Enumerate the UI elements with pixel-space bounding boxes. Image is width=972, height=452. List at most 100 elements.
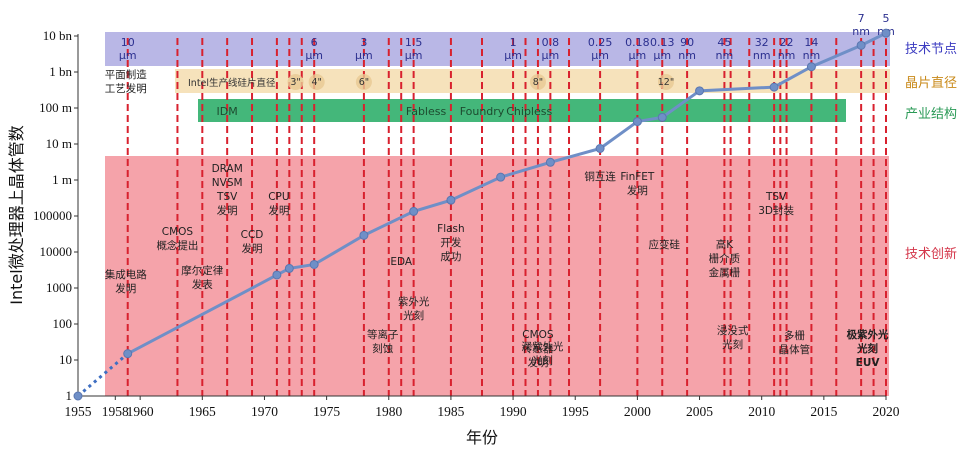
- wafer-size-3: 8": [533, 77, 543, 88]
- innovation-year-lines: [126, 38, 887, 396]
- y-tick-label-8: 100 m: [39, 100, 72, 115]
- tech-node-1-line-1: μm: [305, 49, 323, 62]
- innovation-11-line-0: CMOS: [522, 329, 554, 341]
- tech-node-5-line-1: μm: [542, 49, 560, 62]
- series-point-16: [856, 40, 866, 50]
- innovation-4-line-2: TSV: [216, 191, 238, 203]
- y-tick-labels: 1 10 100 1000 10000 100000 1 m 10 m 100 m 1 bn 10 …: [33, 28, 78, 403]
- series-point-13: [695, 86, 705, 96]
- x-tick-label-0: 1955: [65, 404, 92, 419]
- category-label-wafer: 晶片直径: [905, 76, 957, 91]
- series-point-14: [769, 82, 779, 92]
- wafer-size-1: 4": [311, 77, 321, 88]
- tech-node-2-line-1: μm: [355, 49, 373, 62]
- innovation-17-line-1: 光刻: [722, 338, 743, 351]
- tech-node-15-line-0: 5: [883, 12, 890, 25]
- tech-node-band: [105, 32, 890, 66]
- tech-node-7-line-0: 0.18: [625, 36, 650, 49]
- innovation-4-line-1: NVSM: [212, 177, 243, 189]
- y-tick-label-7: 10 m: [46, 136, 72, 151]
- tech-node-3-line-0: 1.5: [405, 36, 423, 49]
- y-tick-label-4: 10000: [40, 244, 73, 259]
- tech-node-10-line-1: nm: [716, 49, 734, 62]
- y-tick-label-1: 10: [59, 352, 72, 367]
- series-point-15: [806, 62, 816, 72]
- innovation-9-line-0: 紫外光: [398, 295, 430, 308]
- innovation-18-line-0: TSV: [765, 191, 787, 203]
- x-tick-label-3: 1965: [189, 404, 216, 419]
- innovation-17-line-0: 浸没式: [717, 324, 749, 337]
- innovation-8-line-0: EDA: [390, 256, 413, 268]
- series-point-3: [284, 263, 294, 273]
- innovation-20-line-0: 极紫外光: [847, 328, 889, 341]
- tech-node-8-line-1: μm: [653, 49, 671, 62]
- y-tick-label-6: 1 m: [52, 172, 72, 187]
- innovation-2-line-0: CMOS: [162, 226, 194, 238]
- innovation-0-line-0: 平面制造: [105, 68, 147, 81]
- innovation-3-line-1: 发表: [192, 278, 213, 291]
- tech-node-0-line-1: μm: [119, 49, 137, 62]
- x-tick-label-11: 2005: [686, 404, 713, 419]
- innovation-14-line-1: 发明: [627, 184, 648, 197]
- innovation-14-line-0: FinFET: [620, 171, 655, 183]
- innovation-16-line-0: 高K: [716, 238, 734, 251]
- transistor-series: [73, 28, 891, 401]
- tech-node-12-line-1: nm: [778, 49, 796, 62]
- tech-node-3-line-1: μm: [405, 49, 423, 62]
- category-label-innovation: 技术创新: [905, 246, 957, 262]
- y-tick-label-5: 100000: [33, 208, 72, 223]
- tech-node-12-line-0: 22: [780, 36, 794, 49]
- series-point-12: [657, 112, 667, 122]
- tech-node-0-line-0: 10: [121, 36, 135, 49]
- x-tick-label-13: 2015: [810, 404, 837, 419]
- wafer-marker-4: [657, 74, 674, 90]
- y-axis-title: Intel微处理器上晶体管数: [7, 125, 26, 304]
- x-tick-label-6: 1980: [375, 404, 402, 419]
- innovation-12-line-0: 深紫外光: [521, 340, 563, 353]
- category-label-node: 技术节点: [905, 42, 957, 57]
- x-tick-label-8: 1990: [500, 404, 527, 419]
- innovation-5-line-0: CCD: [241, 229, 264, 241]
- innovation-13-line-0: 铜互连: [584, 170, 616, 183]
- x-tick-label-1: 1958: [102, 404, 129, 419]
- innovation-4-line-0: DRAM: [212, 163, 243, 175]
- tech-node-14-line-0: 7: [858, 12, 865, 25]
- x-tick-label-10: 2000: [624, 404, 651, 419]
- y-tick-label-9: 1 bn: [49, 64, 72, 79]
- innovation-19-line-0: 多栅: [784, 329, 805, 342]
- innovation-10-line-0: Flash: [437, 223, 465, 235]
- innovation-5-line-1: 发明: [242, 242, 263, 255]
- y-tick-label-0: 1: [66, 388, 73, 403]
- tech-node-labels: 10μm6μm3μm1.5μm1μm0.8μm0.25μm0.18μm0.13μ…: [119, 12, 895, 62]
- x-tick-label-7: 1985: [437, 404, 464, 419]
- x-tick-label-9: 1995: [562, 404, 589, 419]
- innovation-10-line-2: 成功: [440, 251, 461, 263]
- innovation-16-line-1: 栅介质: [709, 252, 741, 265]
- tech-node-2-line-0: 3: [360, 36, 367, 49]
- innovation-20-line-1: 光刻: [856, 342, 878, 355]
- y-tick-label-2: 100: [53, 316, 73, 331]
- series-point-9: [545, 157, 555, 167]
- category-label-structure: 产业结构: [905, 107, 957, 122]
- innovation-19-line-1: 晶体管: [779, 343, 811, 356]
- innovation-6-line-0: CPU: [268, 191, 289, 203]
- innovation-11-line-2: 发明: [527, 356, 548, 369]
- x-tick-label-5: 1975: [313, 404, 340, 419]
- wafer-size-0: 3": [290, 77, 300, 88]
- innovation-3-line-0: 摩尔定律: [181, 264, 223, 277]
- innovation-16-line-2: 金属栅: [709, 266, 741, 279]
- structure-1: Fabless: [406, 105, 447, 118]
- innovation-2-line-1: 概念提出: [156, 239, 198, 252]
- series-point-2: [272, 270, 282, 280]
- series-point-8: [496, 172, 506, 182]
- x-tick-label-12: 2010: [748, 404, 775, 419]
- y-tick-label-3: 1000: [46, 280, 72, 295]
- y-tick-label-10: 10 bn: [43, 28, 73, 43]
- tech-node-5-line-0: 0.8: [542, 36, 560, 49]
- innovation-18-line-1: 3D封装: [758, 204, 794, 217]
- series-point-6: [409, 206, 419, 216]
- wafer-size-4: 12": [658, 77, 674, 88]
- innovation-1-line-0: 集成电路: [105, 268, 147, 281]
